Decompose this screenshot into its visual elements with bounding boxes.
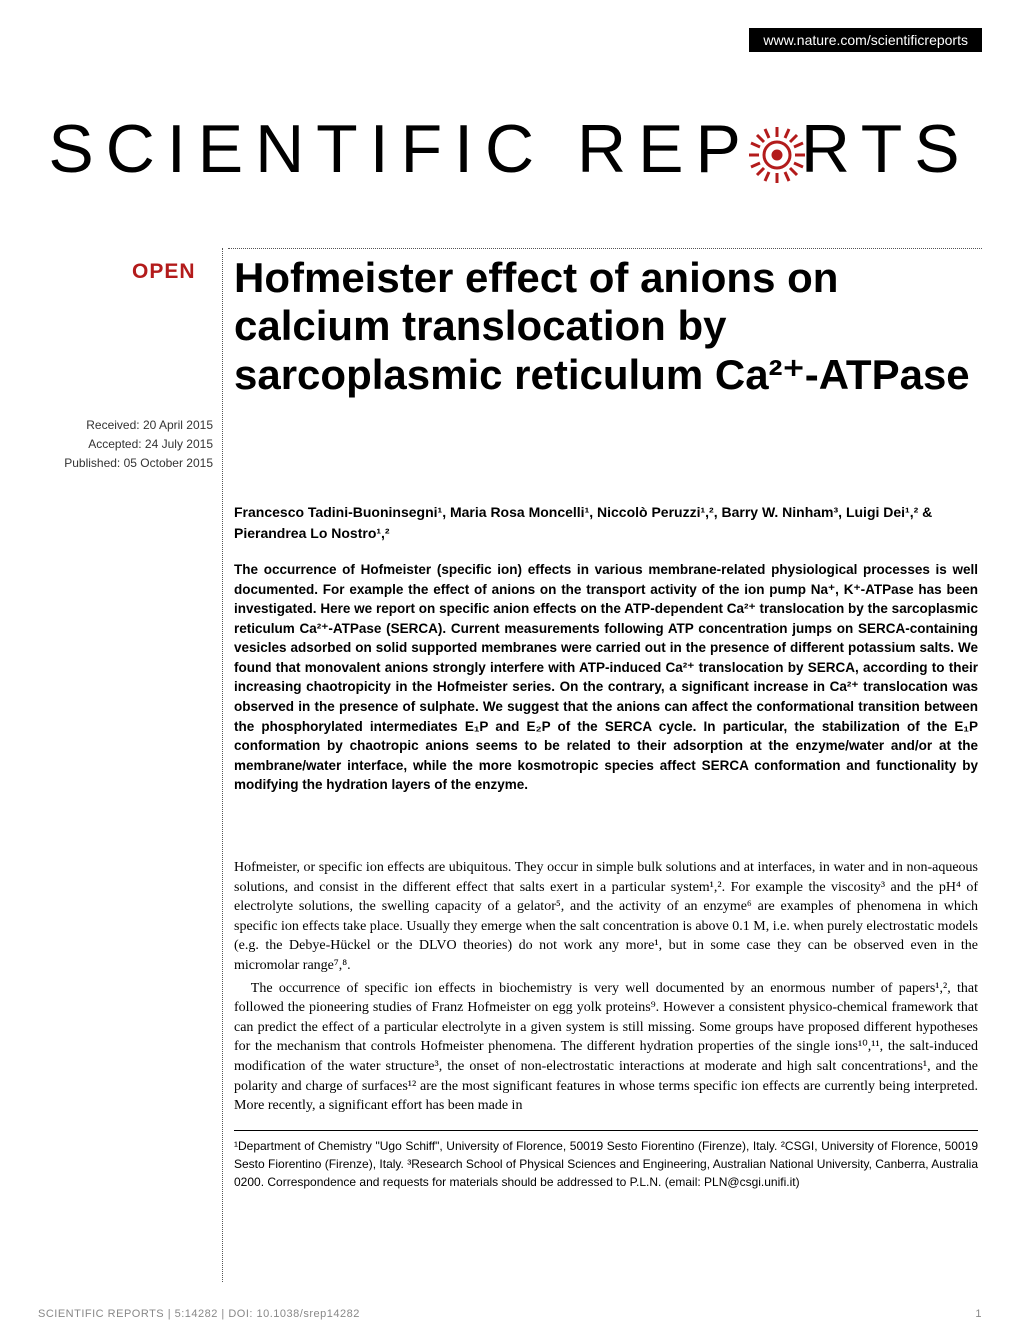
article-dates: Received: 20 April 2015 Accepted: 24 Jul… [38,416,213,474]
affiliations: ¹Department of Chemistry "Ugo Schiff", U… [234,1137,978,1191]
abstract: The occurrence of Hofmeister (specific i… [234,560,978,795]
journal-logo: SCIENTIFIC REP [38,110,982,188]
footer-page-number: 1 [975,1308,982,1320]
published-date: Published: 05 October 2015 [38,454,213,473]
gear-icon [745,123,809,187]
vertical-divider [222,248,223,1282]
article-title: Hofmeister effect of anions on calcium t… [234,254,982,399]
received-date: Received: 20 April 2015 [38,416,213,435]
journal-url: www.nature.com/scientificreports [749,28,982,52]
page-footer: SCIENTIFIC REPORTS | 5:14282 | DOI: 10.1… [38,1308,982,1320]
open-access-badge: OPEN [132,260,196,284]
accepted-date: Accepted: 24 July 2015 [38,435,213,454]
body-text: Hofmeister, or specific ion effects are … [234,858,978,1191]
horizontal-divider [228,248,982,249]
body-paragraph-2: The occurrence of specific ion effects i… [234,979,978,1116]
logo-text-right: RTS [801,110,972,188]
footer-citation: SCIENTIFIC REPORTS | 5:14282 | DOI: 10.1… [38,1308,360,1320]
affiliation-divider [234,1130,978,1131]
author-list: Francesco Tadini-Buoninsegni¹, Maria Ros… [234,502,982,544]
logo-text-left: SCIENTIFIC REP [48,110,753,188]
body-paragraph-1: Hofmeister, or specific ion effects are … [234,858,978,976]
